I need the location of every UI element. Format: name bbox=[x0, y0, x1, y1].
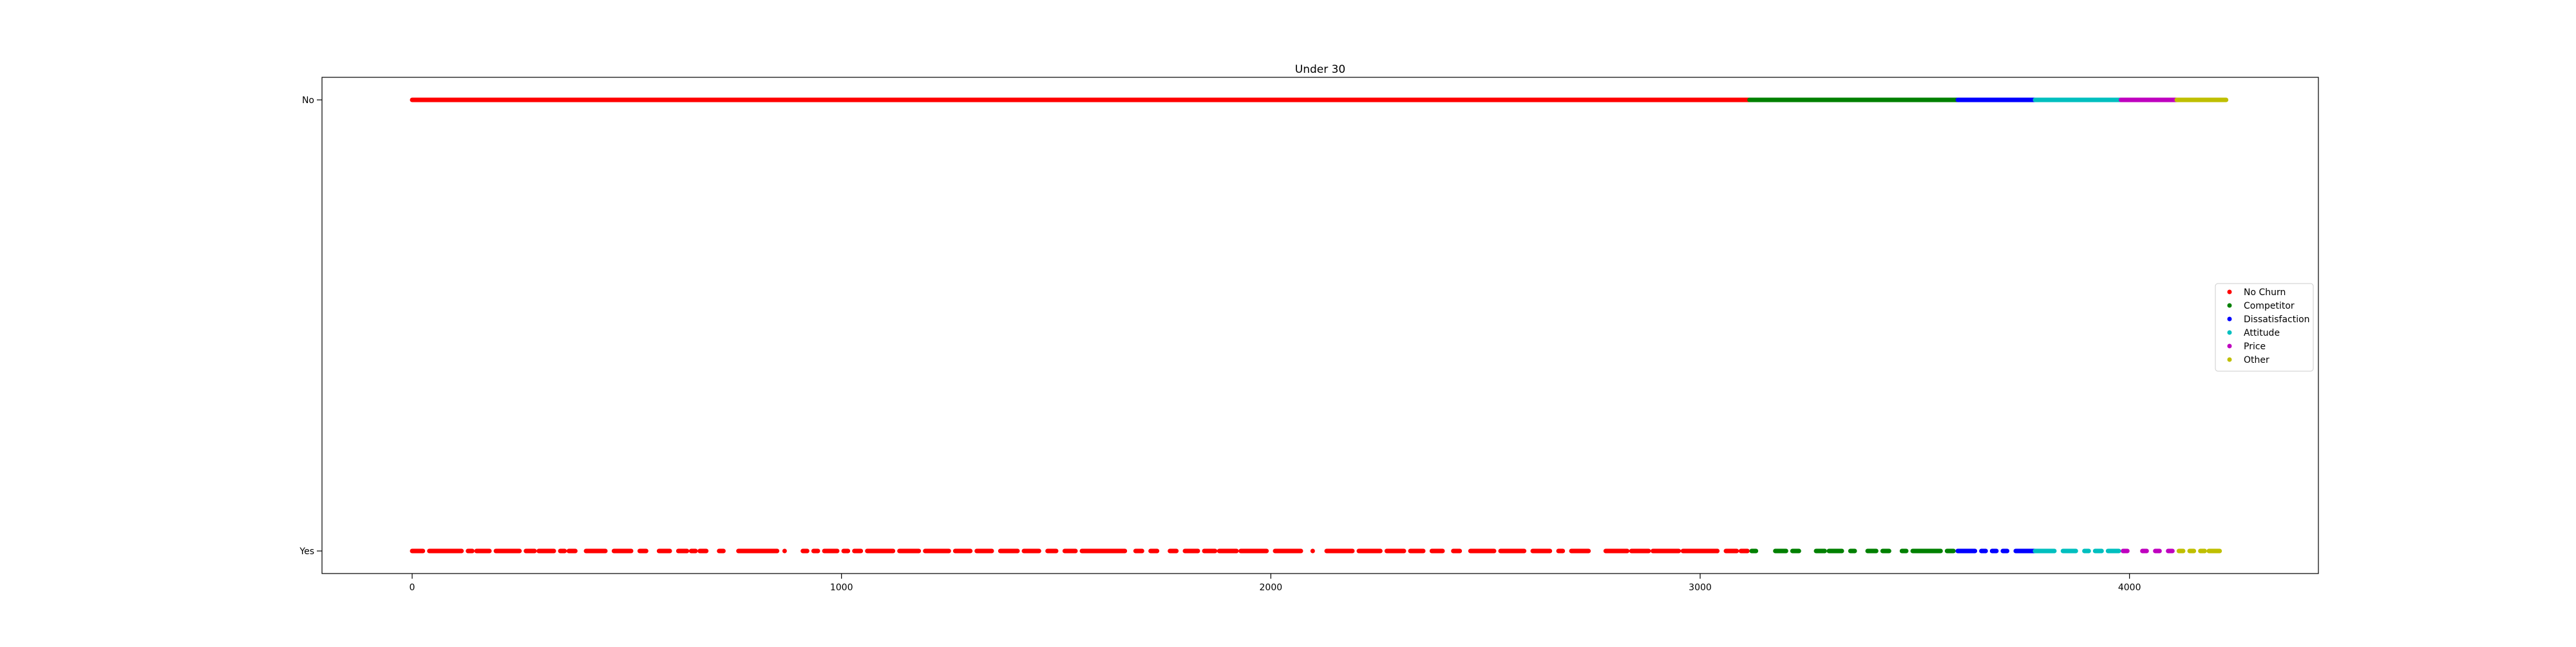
legend-marker bbox=[2227, 343, 2232, 349]
series-dissatisfaction bbox=[1955, 97, 2038, 554]
data-marks bbox=[410, 97, 2229, 554]
legend-label: Attitude bbox=[2244, 328, 2280, 338]
plot-frame bbox=[321, 77, 2319, 574]
y-tick-label: No bbox=[302, 95, 314, 106]
chart-title: Under 30 bbox=[1295, 63, 1346, 76]
legend-marker bbox=[2227, 303, 2232, 308]
yes-point bbox=[782, 548, 787, 554]
legend-marker bbox=[2227, 316, 2232, 322]
yes-point bbox=[1310, 548, 1315, 554]
legend-box bbox=[2215, 283, 2314, 372]
legend: No Churn Competitor Dissatisfaction Attitud… bbox=[2215, 283, 2314, 372]
legend-label: No Churn bbox=[2244, 287, 2286, 298]
legend-marker bbox=[2227, 357, 2232, 362]
axes: 0 1000 2000 3000 4000 Yes No bbox=[299, 77, 2319, 593]
x-tick-label: 0 bbox=[410, 583, 415, 593]
series-attitude bbox=[2032, 97, 2123, 554]
legend-marker bbox=[2227, 289, 2232, 295]
series-competitor bbox=[1747, 97, 1960, 554]
series-no-churn bbox=[410, 97, 1752, 554]
legend-label: Price bbox=[2244, 342, 2266, 352]
legend-label: Dissatisfaction bbox=[2244, 314, 2310, 325]
legend-label: Other bbox=[2244, 355, 2269, 365]
series-price bbox=[2118, 97, 2179, 554]
x-tick-label: 1000 bbox=[830, 583, 853, 593]
legend-marker bbox=[2227, 330, 2232, 335]
series-other bbox=[2174, 97, 2229, 554]
y-tick-label: Yes bbox=[299, 546, 314, 557]
x-tick-label: 4000 bbox=[2118, 583, 2141, 593]
x-tick-label: 2000 bbox=[1260, 583, 1283, 593]
x-tick-label: 3000 bbox=[1689, 583, 1712, 593]
legend-label: Competitor bbox=[2244, 301, 2295, 311]
